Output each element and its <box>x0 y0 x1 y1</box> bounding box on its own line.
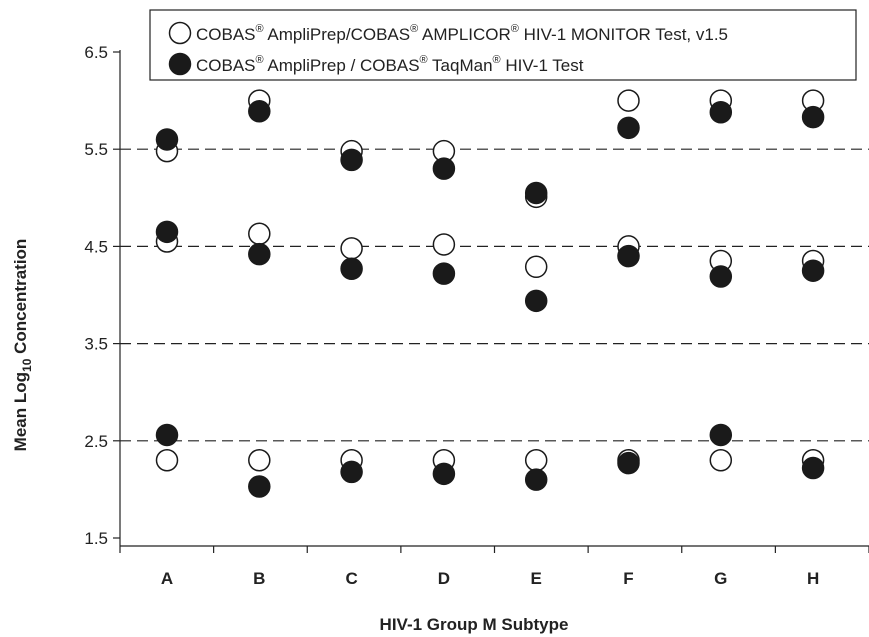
filled-circle-point <box>155 220 179 244</box>
legend-text-part: AMPLICOR <box>418 25 511 44</box>
y-ticks: 1.5 2.5 3.5 4.5 5.5 6.5 <box>84 43 120 548</box>
open-circle-point <box>248 448 271 472</box>
filled-circle-point <box>801 259 825 282</box>
legend-open-circle-icon <box>168 21 192 45</box>
filled-circle-point <box>432 157 456 180</box>
filled-circle-point <box>617 116 640 140</box>
legend-superscript: ® <box>420 54 428 66</box>
filled-circle-point <box>709 423 733 447</box>
filled-circle-point <box>524 181 548 205</box>
data-points <box>155 89 825 498</box>
open-circle-point <box>248 222 271 246</box>
legend-filled-circle-icon <box>168 52 192 76</box>
filled-circle-point <box>617 451 640 475</box>
y-axis-title-subscript: 10 <box>20 358 34 372</box>
open-circle-point <box>155 448 179 472</box>
x-tick-label-H: H <box>807 569 819 588</box>
legend-text-part: HIV-1 MONITOR Test, v1.5 <box>519 25 728 44</box>
legend-text-part: COBAS <box>196 56 256 75</box>
legend-superscript: ® <box>511 23 519 35</box>
filled-circle-point <box>155 128 179 151</box>
filled-circle-point <box>524 468 548 491</box>
y-axis-title-main: Mean Log <box>11 372 30 451</box>
open-circle-point <box>617 89 640 112</box>
y-tick-label: 5.5 <box>84 140 108 159</box>
legend-entry-2: COBAS® AmpliPrep / COBAS® TaqMan® HIV-1 … <box>196 54 584 75</box>
x-tick-label-E: E <box>531 569 542 588</box>
legend-superscript: ® <box>256 23 264 35</box>
y-tick-label: 3.5 <box>84 335 108 354</box>
open-circle-point <box>709 448 733 472</box>
x-axis-title: HIV-1 Group M Subtype <box>380 615 569 634</box>
y-tick-label: 1.5 <box>84 529 108 548</box>
filled-circle-point <box>248 242 271 266</box>
filled-circle-point <box>248 475 271 498</box>
filled-circle-point <box>524 289 548 313</box>
filled-circle-point <box>801 105 825 129</box>
y-tick-label: 4.5 <box>84 237 108 256</box>
y-axis-title-tail: Concentration <box>11 239 30 359</box>
legend-superscript: ® <box>256 54 264 66</box>
axes <box>119 50 869 547</box>
filled-circle-point <box>801 456 825 480</box>
legend: COBAS® AmpliPrep/COBAS® AMPLICOR® HIV-1 … <box>149 9 857 81</box>
legend-text-part: HIV-1 Test <box>501 56 584 75</box>
filled-circle-point <box>432 262 456 285</box>
filled-circle-point <box>617 244 640 268</box>
legend-superscript: ® <box>410 23 418 35</box>
filled-circle-point <box>340 460 363 484</box>
legend-text-part: COBAS <box>196 25 256 44</box>
legend-superscript: ® <box>493 54 501 66</box>
x-tick-label-G: G <box>714 569 727 588</box>
legend-box <box>149 9 857 81</box>
filled-circle-point <box>709 101 733 124</box>
open-circle-point <box>524 255 548 279</box>
filled-circle-point <box>340 148 363 172</box>
legend-text-part: AmpliPrep/COBAS <box>264 25 410 44</box>
x-tick-label-C: C <box>345 569 357 588</box>
x-tick-label-D: D <box>438 569 450 588</box>
open-circle-point <box>340 237 363 260</box>
y-tick-label: 2.5 <box>84 432 108 451</box>
y-axis-title: Mean Log10 Concentration <box>11 239 34 452</box>
y-tick-label: 6.5 <box>84 43 108 62</box>
open-circle-point <box>432 233 456 256</box>
filled-circle-point <box>155 423 179 447</box>
legend-entry-1: COBAS® AmpliPrep/COBAS® AMPLICOR® HIV-1 … <box>196 23 728 44</box>
filled-circle-point <box>709 265 733 288</box>
gridlines <box>120 148 869 442</box>
x-ticks: A B C D E F G H <box>119 546 869 588</box>
filled-circle-point <box>340 257 363 281</box>
x-tick-label-B: B <box>253 569 265 588</box>
x-tick-label-A: A <box>161 569 173 588</box>
filled-circle-point <box>432 462 456 486</box>
x-tick-label-F: F <box>623 569 633 588</box>
legend-text-part: TaqMan <box>428 56 493 75</box>
open-circle-point <box>524 448 548 472</box>
legend-text-part: AmpliPrep / COBAS <box>264 56 420 75</box>
filled-circle-point <box>248 100 271 123</box>
